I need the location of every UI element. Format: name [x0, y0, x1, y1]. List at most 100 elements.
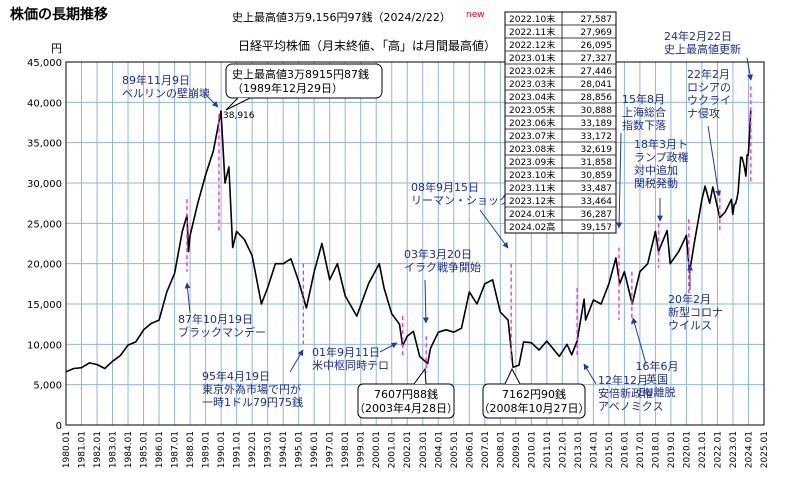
annotation-0-line: ベルリンの壁崩壊: [122, 86, 210, 100]
annotation-6-line: イラク戦争開始: [404, 260, 481, 274]
annotation-3-line: ブラックマンデー: [178, 325, 266, 339]
x-tick-label: 1987.01: [171, 431, 181, 468]
price-table-value: 30,888: [581, 106, 613, 116]
price-table-value: 36,287: [581, 210, 613, 220]
price-table-value: 27,446: [581, 67, 613, 77]
annotation-10-line: 12年12月: [598, 373, 648, 387]
y-tick-label: 10,000: [27, 340, 62, 351]
annotation-13-line: 対中追加: [634, 163, 678, 177]
price-table-date: 2023.02末: [509, 65, 555, 77]
annotation-5-line: 米中枢同時テロ: [312, 358, 389, 372]
y-tick-label: 30,000: [27, 179, 62, 190]
y-tick-label: 35,000: [27, 139, 62, 150]
x-tick-label: 2018.01: [651, 431, 661, 468]
price-table-value: 26,095: [581, 41, 613, 51]
x-tick-label: 1993.01: [264, 431, 274, 468]
annotation-arrow: [379, 342, 398, 353]
x-tick-label: 2015.01: [605, 431, 615, 468]
x-tick-label: 1983.01: [109, 431, 119, 468]
x-tick-label: 2017.01: [636, 431, 646, 468]
annotation-11-line: 指数下落: [622, 118, 666, 132]
x-tick-label: 2000.01: [372, 431, 382, 468]
y-tick-label: 15,000: [27, 300, 62, 311]
x-tick-label: 2014.01: [589, 431, 599, 468]
x-tick-label: 1998.01: [341, 431, 351, 468]
x-tick-label: 2007.01: [481, 431, 491, 468]
x-tick-label: 2020.01: [682, 431, 692, 468]
price-table-date: 2022.12末: [509, 39, 555, 51]
annotation-13-line: 18年3月ト: [634, 137, 688, 151]
annotation-5-line: 01年9月11日: [312, 345, 380, 359]
price-table-date: 2023.06末: [509, 117, 555, 129]
x-tick-label: 2021.01: [698, 431, 708, 468]
price-table-date: 2023.11末: [509, 182, 555, 194]
x-tick-label: 1996.01: [310, 431, 320, 468]
annotation-10-line: アベノミクス: [598, 400, 663, 413]
annotation-16-line: 24年2月22日: [664, 29, 732, 43]
price-table-date: 2023.01末: [509, 52, 555, 64]
annotation-arrow: [746, 57, 753, 81]
price-table: 2022.10末 27,587 2022.11末 27,969 2022.12末 26,0…: [504, 11, 617, 234]
y-tick-label: 25,000: [27, 219, 62, 230]
x-tick-label: 1995.01: [295, 431, 305, 468]
price-table-date: 2024.01末: [509, 208, 555, 220]
price-table-value: 39,157: [581, 223, 613, 233]
price-table-date: 2023.12末: [509, 195, 555, 207]
annotation-14-line: 新型コロナ: [668, 305, 723, 319]
price-table-value: 27,969: [581, 28, 613, 38]
annotation-12-line: 英国: [646, 372, 668, 386]
annotation-arrow: [289, 349, 304, 373]
low-2003-callout: [357, 383, 455, 419]
annotation-arrow: [184, 282, 191, 314]
price-table-value: 33,487: [581, 184, 613, 194]
x-tick-label: 1989.01: [202, 431, 212, 468]
price-table-value: 33,189: [581, 119, 613, 129]
price-table-value: 33,172: [581, 132, 613, 142]
peak-value-label: 38,916: [223, 111, 255, 121]
annotation-15-line: ウクライ: [687, 94, 731, 107]
annotation-arrow: [202, 91, 219, 108]
x-tick-label: 1988.01: [186, 431, 196, 468]
x-tick-label: 1994.01: [279, 431, 289, 468]
price-table-value: 33,464: [581, 197, 613, 207]
annotation-6-line: 03年3月20日: [404, 247, 472, 261]
x-tick-label: 1980.01: [62, 431, 72, 468]
x-tick-label: 1991.01: [233, 431, 243, 468]
price-table-date: 2022.11末: [509, 26, 555, 38]
annotation-15-line: 22年2月: [687, 67, 730, 81]
low-2003-pointer: [413, 367, 427, 385]
annotation-0-line: 89年11月9日: [122, 73, 190, 87]
record-note-new: new: [466, 10, 485, 20]
x-tick-label: 2005.01: [450, 431, 460, 468]
annotation-arrow: [707, 125, 722, 197]
price-table-frame: [504, 11, 617, 234]
price-table-date: 2023.07末: [509, 130, 555, 142]
annotation-16-line: 史上最高値更新: [664, 42, 741, 56]
annotation-8-line: リーマン・ショック: [411, 194, 510, 207]
annotation-15-line: ナ侵攻: [687, 106, 720, 120]
annotation-9-line: （2008年10月27日）: [479, 401, 590, 415]
x-tick-label: 1986.01: [155, 431, 165, 468]
x-tick-label: 1999.01: [357, 431, 367, 468]
annotation-4-line: 95年4月19日: [202, 369, 270, 383]
annotation-3-line: 87年10月19日: [178, 312, 253, 326]
price-table-date: 2024.02高: [509, 221, 555, 233]
annotation-1-line: （1989年12月29日）: [232, 81, 343, 95]
annotation-8-line: 08年9月15日: [411, 180, 479, 194]
x-tick-label: 2012.01: [558, 431, 568, 468]
annotation-12-line: EU離脱: [638, 385, 675, 399]
y-tick-label: 45,000: [27, 58, 62, 69]
annotation-1-line: 史上最高値3万8915円87銭: [232, 67, 369, 81]
y-tick-label: 0: [56, 421, 62, 432]
x-tick-label: 1997.01: [326, 431, 336, 468]
low-2008-pointer: [504, 367, 521, 385]
price-table-date: 2023.05末: [509, 104, 555, 116]
x-tick-label: 1981.01: [78, 431, 88, 468]
y-tick-label: 20,000: [27, 260, 62, 271]
price-table-value: 30,859: [581, 171, 613, 181]
annotation-7-line: （2003年4月28日）: [354, 401, 458, 415]
x-tick-label: 2013.01: [574, 431, 584, 468]
x-tick-label: 2006.01: [465, 431, 475, 468]
price-table-date: 2023.03末: [509, 78, 555, 90]
